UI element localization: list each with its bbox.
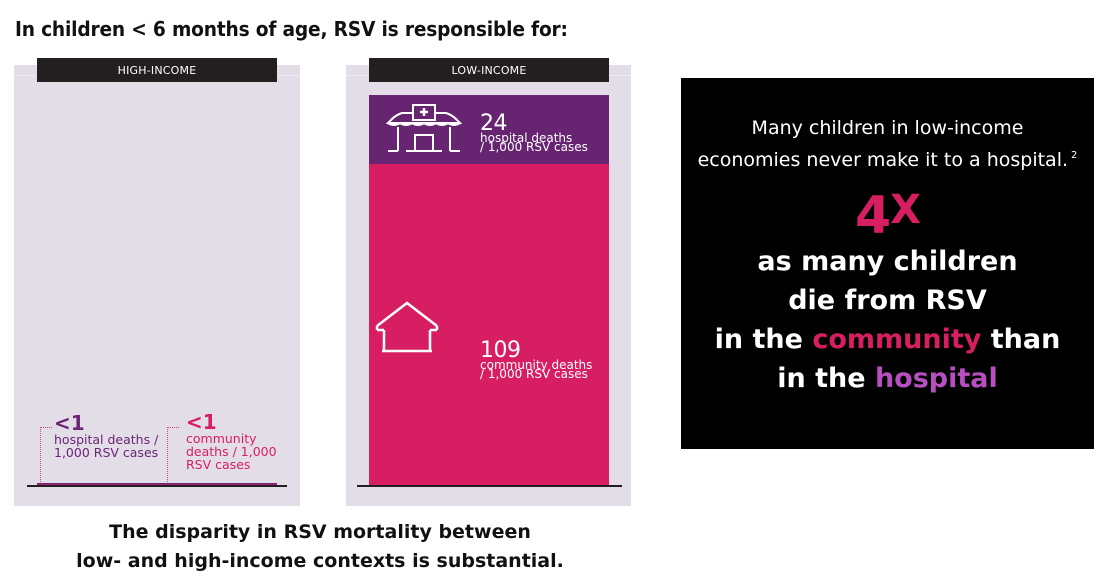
text: in the xyxy=(714,324,813,355)
footer-line-2: low- and high-income contexts is substan… xyxy=(76,550,564,572)
text: than xyxy=(981,324,1061,355)
stat-label: community xyxy=(186,431,257,446)
stat-label: deaths / 1,000 xyxy=(186,444,277,459)
high-income-hospital-stat: <1 hospital deaths / 1,000 RSV cases xyxy=(54,413,158,459)
stat-label: / 1,000 RSV cases xyxy=(480,367,588,381)
low-income-hospital-stat: 24 hospital deaths / 1,000 RSV cases xyxy=(480,111,588,154)
statement-line-3: in the community than xyxy=(681,320,1094,359)
intro-line-2-text: economies never make it to a hospital. xyxy=(697,149,1069,171)
callout-box: Many children in low-income economies ne… xyxy=(681,78,1094,449)
stat-value: <1 xyxy=(186,410,217,434)
hospital-leader-line xyxy=(40,427,41,484)
stat-label: 1,000 RSV cases xyxy=(54,445,159,460)
callout-statement: as many children die from RSV in the com… xyxy=(681,242,1094,398)
community-leader-line xyxy=(167,427,168,484)
intro-line-2: economies never make it to a hospital. 2 xyxy=(681,142,1094,174)
stat-value: 109 xyxy=(480,338,521,363)
statement-line-1: as many children xyxy=(757,246,1018,277)
house-icon xyxy=(375,301,439,353)
axis-baseline xyxy=(27,485,287,487)
hospital-icon xyxy=(386,104,462,152)
stat-label: RSV cases xyxy=(186,457,251,472)
stat-value: <1 xyxy=(54,411,85,435)
high-income-header: HIGH-INCOME xyxy=(37,58,277,82)
low-income-hospital-bar: 24 hospital deaths / 1,000 RSV cases xyxy=(369,95,609,164)
statement-line-2: die from RSV xyxy=(788,285,987,316)
low-income-header: LOW-INCOME xyxy=(369,58,609,82)
community-leader-tick xyxy=(167,427,179,428)
footnote-marker: 2 xyxy=(1071,150,1078,161)
page-title: In children < 6 months of age, RSV is re… xyxy=(15,17,568,41)
multiplier: 4X xyxy=(681,190,1094,242)
low-income-panel: LOW-INCOME 24 hospital deaths / 1,000 RS… xyxy=(346,58,631,506)
axis-baseline xyxy=(357,485,622,487)
multiplier-value: 4 xyxy=(854,186,891,246)
high-income-community-stat: <1 community deaths / 1,000 RSV cases xyxy=(186,412,277,471)
high-income-bar xyxy=(37,483,277,486)
stat-label: / 1,000 RSV cases xyxy=(480,140,588,154)
footer-caption: The disparity in RSV mortality between l… xyxy=(60,518,580,576)
footer-line-1: The disparity in RSV mortality between xyxy=(109,521,531,543)
hospital-highlight: hospital xyxy=(874,363,998,394)
community-highlight: community xyxy=(812,324,982,355)
low-income-community-bar: 109 community deaths / 1,000 RSV cases xyxy=(369,164,609,485)
high-income-panel: HIGH-INCOME <1 hospital deaths / 1,000 R… xyxy=(14,58,300,506)
stat-label: hospital deaths xyxy=(480,131,573,145)
stat-label: community deaths xyxy=(480,358,593,372)
text: in the xyxy=(777,363,875,394)
stat-value: 24 xyxy=(480,111,507,136)
intro-line-1: Many children in low-income xyxy=(751,117,1024,139)
low-income-community-stat: 109 community deaths / 1,000 RSV cases xyxy=(480,338,593,381)
stat-label: hospital deaths / xyxy=(54,432,159,447)
multiplier-suffix: X xyxy=(890,187,921,233)
callout-intro: Many children in low-income economies ne… xyxy=(681,115,1094,174)
statement-line-4: in the hospital xyxy=(681,359,1094,398)
hospital-leader-tick xyxy=(40,427,52,428)
